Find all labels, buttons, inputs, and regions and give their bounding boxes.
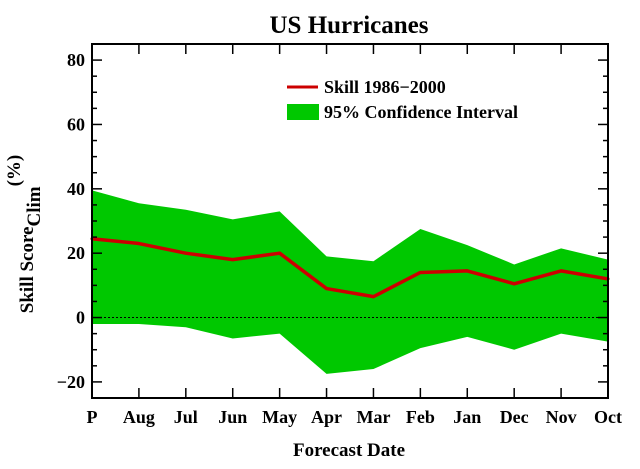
y-axis-label-main: Skill Score	[17, 227, 38, 314]
x-tick-label: May	[262, 407, 297, 427]
x-tick-label: P	[87, 407, 98, 427]
ticks-layer	[91, 44, 609, 398]
y-tick-label: 60	[67, 114, 85, 134]
chart-title: US Hurricanes	[269, 12, 428, 39]
x-tick-label: Jun	[218, 407, 247, 427]
x-tick-label: Nov	[546, 407, 577, 427]
x-tick-label: Dec	[500, 407, 529, 427]
y-tick-label: −20	[57, 372, 85, 392]
skill-point-jan	[465, 269, 469, 273]
skill-point-apr	[325, 287, 329, 291]
skill-point-feb	[418, 270, 422, 274]
x-tick-labels: P Aug Jul Jun May Apr Mar Feb Jan Dec Nov Oct	[87, 407, 622, 427]
skill-point-dec	[512, 282, 516, 286]
legend-ci-label: 95% Confidence Interval	[324, 102, 518, 122]
skill-point-mar	[371, 295, 375, 299]
x-tick-label: Jan	[453, 407, 481, 427]
y-axis-label: Skill ScoreClim(%)	[4, 155, 45, 314]
x-tick-label: Mar	[356, 407, 390, 427]
x-tick-label: Aug	[123, 407, 155, 427]
skill-line	[91, 236, 609, 299]
y-tick-label: 0	[76, 308, 85, 328]
y-axis-label-unit: (%)	[4, 155, 25, 187]
y-axis-label-subscript: Clim	[24, 186, 45, 226]
y-tick-labels: −20 0 20 40 60 80	[57, 50, 85, 392]
svg-text:Skill ScoreClim(%): Skill ScoreClim(%)	[4, 155, 45, 314]
x-axis-label: Forecast Date	[293, 440, 405, 461]
legend-ci-swatch	[287, 104, 319, 120]
skill-point-aug	[137, 242, 141, 246]
skill-point-jul	[184, 251, 188, 255]
y-tick-label: 20	[67, 243, 85, 263]
y-tick-label: 80	[67, 50, 85, 70]
legend: Skill 1986−2000 95% Confidence Interval	[287, 77, 518, 122]
x-tick-label: Oct	[594, 407, 622, 427]
x-tick-label: Jul	[174, 407, 198, 427]
skill-line-layer	[90, 236, 610, 299]
skill-point-jun	[231, 258, 235, 262]
x-tick-label: Apr	[311, 407, 342, 427]
confidence-band-layer	[92, 190, 608, 374]
x-tick-label: Feb	[406, 407, 435, 427]
y-tick-label: 40	[67, 179, 85, 199]
skill-point-nov	[559, 269, 563, 273]
skill-point-may	[278, 251, 282, 255]
confidence-band	[92, 190, 608, 374]
legend-skill-label: Skill 1986−2000	[324, 77, 446, 97]
